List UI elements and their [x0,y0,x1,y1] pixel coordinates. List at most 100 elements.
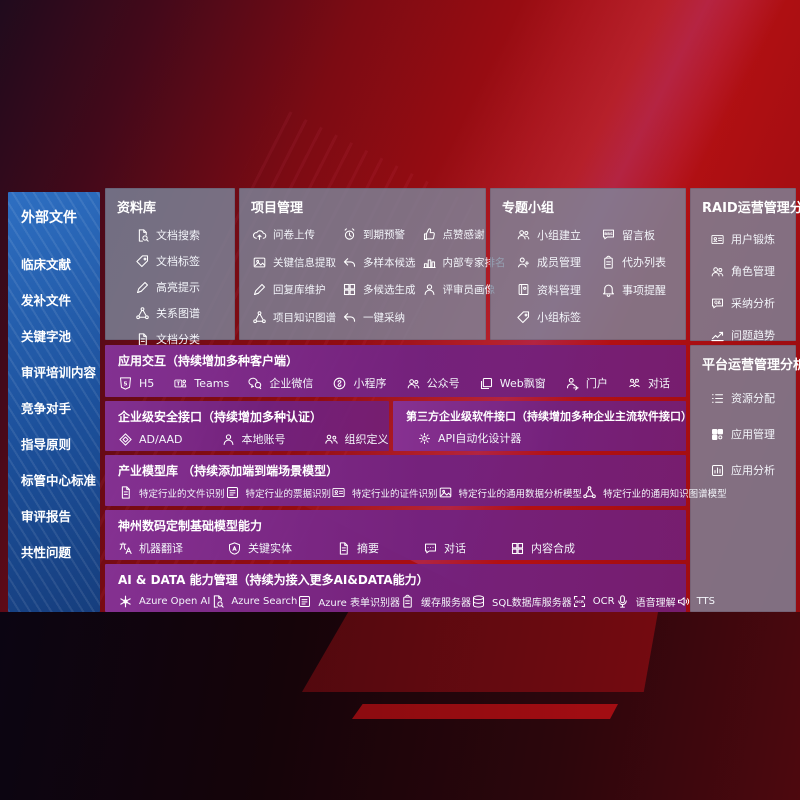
feature-bell[interactable]: 事项提醒 [601,276,678,304]
project-management-items: 问卷上传 关键信息提取 回复库维护 项目知识图谱 到期预警 多样本候选 多候选生成 一键采纳 点… [239,219,506,339]
feature-doc-search[interactable]: 文档搜索 [135,227,229,243]
feature-qa[interactable]: 采纳分析 [710,295,792,311]
feature-grid[interactable]: 内容合成 [510,540,575,556]
feature-form[interactable]: 特定行业的票据识别 [225,485,331,500]
external-files-panel: 外部文件 临床文献发补文件关键字池审评培训内容 竞争对手指导原则标管中心标准 审评报… [8,192,100,612]
feature-person[interactable]: 本地账号 [221,431,286,447]
feature-pen[interactable]: 回复库维护 [252,276,336,304]
feature-people[interactable]: 小组建立 [516,221,593,249]
app-interaction-panel: 应用交互（持续增加多种客户端） H5 Teams 企业微信 小程序 公众号 Web飘窗 门户… [105,345,686,397]
feature-chat2[interactable]: 对话 [627,375,670,391]
feature-label: 问题趋势 [731,329,775,342]
feature-browser[interactable]: Web飘窗 [479,375,546,391]
feature-image[interactable]: 关键信息提取 [252,249,336,277]
image-icon [252,255,267,270]
feature-label: 用户锻炼 [731,233,775,246]
feature-org[interactable]: 组织定义 [324,431,389,447]
feature-form[interactable]: Azure 表单识别器 [297,594,400,609]
feature-people[interactable]: 角色管理 [710,263,792,279]
feature-book[interactable]: 资料管理 [516,276,593,304]
feature-flower[interactable]: Azure Open AI [118,594,210,609]
feature-label: SQL数据库服务器 [492,598,572,609]
feature-graph[interactable]: 特定行业的通用知识图谱模型 [582,485,727,500]
feature-tag[interactable]: 文档标签 [135,253,229,269]
feature-idcard[interactable]: 用户锻炼 [710,231,792,247]
feature-translate[interactable]: 机器翻译 [118,540,183,556]
miniapp-icon [332,376,347,391]
sidebar-item[interactable]: 临床文献 [21,257,72,272]
library-title: 资料库 [117,201,157,216]
feature-mic[interactable]: 语音理解 [615,594,676,609]
feature-bbs[interactable]: 留言板 [601,221,678,249]
feature-clipboard[interactable]: 缓存服务器 [400,594,471,609]
feature-clipboard[interactable]: 代办列表 [601,249,678,277]
feature-portal[interactable]: 门户 [565,375,608,391]
feature-list[interactable]: 资源分配 [710,390,792,406]
feature-label: 小组标签 [537,311,581,325]
feature-gear[interactable]: API自动化设计器 [417,430,521,446]
feature-reply[interactable]: 一键采纳 [342,304,416,332]
feature-label: 特定行业的文件识别 [139,488,225,500]
feature-graph[interactable]: 关系图谱 [135,305,229,321]
sidebar-item[interactable]: 指导原则 [21,437,72,452]
feature-chat[interactable]: 对话 [423,540,466,556]
feature-doc-search[interactable]: Azure Search [210,594,297,609]
feature-people[interactable]: 公众号 [406,375,460,391]
feature-thumb[interactable]: 点赞感谢 [422,221,506,249]
feature-tag[interactable]: 小组标签 [516,304,593,332]
chat2-icon [627,376,642,391]
feature-apps[interactable]: 应用管理 [710,426,792,442]
feature-diamond[interactable]: AD/AAD [118,432,183,447]
feature-pen[interactable]: 高亮提示 [135,279,229,295]
feature-rank[interactable]: 内部专家排名 [422,249,506,277]
doc-icon [118,485,133,500]
feature-doc-chart[interactable]: 应用分析 [710,462,792,478]
idcard-icon [331,485,346,500]
browser-icon [479,376,494,391]
feature-label: 应用分析 [731,464,775,477]
feature-database[interactable]: SQL数据库服务器 [471,594,572,609]
sidebar-item[interactable]: 共性问题 [21,545,72,560]
sidebar-item[interactable]: 审评报告 [21,509,72,524]
feature-person[interactable]: 评审员画像 [422,276,506,304]
sidebar-item[interactable]: 发补文件 [21,293,72,308]
sidebar-item[interactable]: 竞争对手 [21,401,72,416]
diamond-icon [118,432,133,447]
feature-doc[interactable]: 摘要 [336,540,379,556]
trend-icon [710,328,725,343]
feature-person-plus[interactable]: 成员管理 [516,249,593,277]
teams-icon [173,376,188,391]
security-interface-title: 企业级安全接口（持续增加多种认证） [118,410,323,424]
feature-tts[interactable]: TTS [676,594,715,609]
flower-icon [118,594,133,609]
feature-shield[interactable]: 关键实体 [227,540,292,556]
feature-reply[interactable]: 多样本候选 [342,249,416,277]
feature-miniapp[interactable]: 小程序 [332,375,386,391]
feature-alarm[interactable]: 到期预警 [342,221,416,249]
feature-wechat[interactable]: 企业微信 [248,375,313,391]
topic-groups-panel: 专题小组 小组建立 成员管理 资料管理 小组标签 留言板 代办列表 事项提醒 [490,188,686,340]
alarm-icon [342,227,357,242]
feature-idcard[interactable]: 特定行业的证件识别 [331,485,438,500]
feature-graph[interactable]: 项目知识图谱 [252,304,336,332]
raid-analysis-title: RAID运营管理分析 [702,201,800,216]
feature-trend[interactable]: 问题趋势 [710,327,792,343]
feature-h5[interactable]: H5 [118,376,154,391]
sidebar-item[interactable]: 审评培训内容 [21,365,97,380]
feature-doc[interactable]: 文档分类 [135,331,229,347]
feature-teams[interactable]: Teams [173,376,229,391]
feature-label: 事项提醒 [622,283,666,297]
feature-doc[interactable]: 特定行业的文件识别 [118,485,225,500]
feature-grid[interactable]: 多候选生成 [342,276,416,304]
feature-cloud-up[interactable]: 问卷上传 [252,221,336,249]
feature-label: 语音理解 [635,598,676,609]
external-files-title: 外部文件 [21,210,77,226]
reply-icon [342,255,357,270]
feature-ocr[interactable]: OCR [572,594,615,609]
sidebar-item[interactable]: 标管中心标准 [21,473,97,488]
feature-label: 组织定义 [344,433,389,446]
sidebar-item[interactable]: 关键字池 [21,329,72,344]
feature-label: 文档标签 [156,255,200,268]
feature-image[interactable]: 特定行业的通用数据分析模型 [438,485,582,500]
